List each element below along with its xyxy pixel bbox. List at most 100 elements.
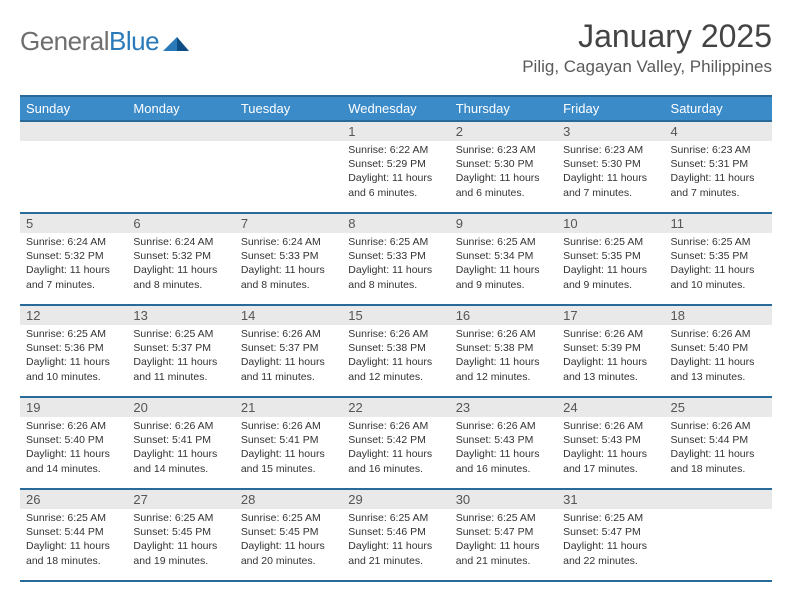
day-number: 24 bbox=[557, 398, 664, 417]
weekday-header: Thursday bbox=[450, 96, 557, 121]
day-number: 8 bbox=[342, 214, 449, 233]
sunrise-line: Sunrise: 6:22 AM bbox=[348, 143, 443, 157]
sunset-line: Sunset: 5:30 PM bbox=[563, 157, 658, 171]
day-content: Sunrise: 6:23 AMSunset: 5:31 PMDaylight:… bbox=[665, 141, 772, 204]
sunset-line: Sunset: 5:31 PM bbox=[671, 157, 766, 171]
daylight-line: Daylight: 11 hours and 19 minutes. bbox=[133, 539, 228, 567]
day-content: Sunrise: 6:26 AMSunset: 5:38 PMDaylight:… bbox=[342, 325, 449, 388]
daylight-line: Daylight: 11 hours and 22 minutes. bbox=[563, 539, 658, 567]
calendar-week-row: 5Sunrise: 6:24 AMSunset: 5:32 PMDaylight… bbox=[20, 213, 772, 305]
calendar-body: 1Sunrise: 6:22 AMSunset: 5:29 PMDaylight… bbox=[20, 121, 772, 581]
day-number: 26 bbox=[20, 490, 127, 509]
calendar-day-cell: 7Sunrise: 6:24 AMSunset: 5:33 PMDaylight… bbox=[235, 213, 342, 305]
sunset-line: Sunset: 5:46 PM bbox=[348, 525, 443, 539]
brand-name: GeneralBlue bbox=[20, 26, 159, 57]
calendar-day-cell: 9Sunrise: 6:25 AMSunset: 5:34 PMDaylight… bbox=[450, 213, 557, 305]
sunrise-line: Sunrise: 6:23 AM bbox=[671, 143, 766, 157]
day-number: 21 bbox=[235, 398, 342, 417]
day-content: Sunrise: 6:26 AMSunset: 5:40 PMDaylight:… bbox=[20, 417, 127, 480]
daylight-line: Daylight: 11 hours and 21 minutes. bbox=[348, 539, 443, 567]
sunrise-line: Sunrise: 6:25 AM bbox=[456, 235, 551, 249]
brand-mark-icon bbox=[163, 33, 189, 51]
sunset-line: Sunset: 5:36 PM bbox=[26, 341, 121, 355]
calendar-day-cell: 2Sunrise: 6:23 AMSunset: 5:30 PMDaylight… bbox=[450, 121, 557, 213]
calendar-day-cell: 4Sunrise: 6:23 AMSunset: 5:31 PMDaylight… bbox=[665, 121, 772, 213]
daylight-line: Daylight: 11 hours and 7 minutes. bbox=[671, 171, 766, 199]
weekday-header: Tuesday bbox=[235, 96, 342, 121]
daylight-line: Daylight: 11 hours and 20 minutes. bbox=[241, 539, 336, 567]
sunset-line: Sunset: 5:37 PM bbox=[241, 341, 336, 355]
daylight-line: Daylight: 11 hours and 13 minutes. bbox=[563, 355, 658, 383]
daylight-line: Daylight: 11 hours and 18 minutes. bbox=[26, 539, 121, 567]
weekday-header: Friday bbox=[557, 96, 664, 121]
brand-logo: GeneralBlue bbox=[20, 18, 189, 57]
day-content: Sunrise: 6:26 AMSunset: 5:37 PMDaylight:… bbox=[235, 325, 342, 388]
calendar-day-cell: 19Sunrise: 6:26 AMSunset: 5:40 PMDayligh… bbox=[20, 397, 127, 489]
sunset-line: Sunset: 5:47 PM bbox=[563, 525, 658, 539]
calendar-week-row: 12Sunrise: 6:25 AMSunset: 5:36 PMDayligh… bbox=[20, 305, 772, 397]
day-content: Sunrise: 6:26 AMSunset: 5:43 PMDaylight:… bbox=[450, 417, 557, 480]
day-number: 13 bbox=[127, 306, 234, 325]
calendar-head: Sunday Monday Tuesday Wednesday Thursday… bbox=[20, 96, 772, 121]
day-content: Sunrise: 6:25 AMSunset: 5:36 PMDaylight:… bbox=[20, 325, 127, 388]
sunset-line: Sunset: 5:39 PM bbox=[563, 341, 658, 355]
calendar-day-cell: 20Sunrise: 6:26 AMSunset: 5:41 PMDayligh… bbox=[127, 397, 234, 489]
sunrise-line: Sunrise: 6:25 AM bbox=[563, 235, 658, 249]
daylight-line: Daylight: 11 hours and 17 minutes. bbox=[563, 447, 658, 475]
day-number: 28 bbox=[235, 490, 342, 509]
daylight-line: Daylight: 11 hours and 10 minutes. bbox=[26, 355, 121, 383]
daylight-line: Daylight: 11 hours and 8 minutes. bbox=[348, 263, 443, 291]
calendar-page: GeneralBlue January 2025 Pilig, Cagayan … bbox=[0, 0, 792, 612]
sunrise-line: Sunrise: 6:25 AM bbox=[348, 511, 443, 525]
daylight-line: Daylight: 11 hours and 8 minutes. bbox=[133, 263, 228, 291]
day-number: 18 bbox=[665, 306, 772, 325]
sunrise-line: Sunrise: 6:26 AM bbox=[671, 327, 766, 341]
daylight-line: Daylight: 11 hours and 12 minutes. bbox=[348, 355, 443, 383]
day-number: 22 bbox=[342, 398, 449, 417]
day-content: Sunrise: 6:26 AMSunset: 5:40 PMDaylight:… bbox=[665, 325, 772, 388]
day-number-empty bbox=[127, 122, 234, 141]
sunrise-line: Sunrise: 6:26 AM bbox=[241, 419, 336, 433]
calendar-day-cell: 28Sunrise: 6:25 AMSunset: 5:45 PMDayligh… bbox=[235, 489, 342, 581]
sunrise-line: Sunrise: 6:26 AM bbox=[563, 327, 658, 341]
sunset-line: Sunset: 5:42 PM bbox=[348, 433, 443, 447]
day-content: Sunrise: 6:26 AMSunset: 5:39 PMDaylight:… bbox=[557, 325, 664, 388]
sunrise-line: Sunrise: 6:25 AM bbox=[563, 511, 658, 525]
sunrise-line: Sunrise: 6:24 AM bbox=[241, 235, 336, 249]
daylight-line: Daylight: 11 hours and 18 minutes. bbox=[671, 447, 766, 475]
calendar-day-cell: 30Sunrise: 6:25 AMSunset: 5:47 PMDayligh… bbox=[450, 489, 557, 581]
day-content: Sunrise: 6:23 AMSunset: 5:30 PMDaylight:… bbox=[450, 141, 557, 204]
day-content: Sunrise: 6:24 AMSunset: 5:32 PMDaylight:… bbox=[20, 233, 127, 296]
daylight-line: Daylight: 11 hours and 10 minutes. bbox=[671, 263, 766, 291]
calendar-day-cell: 5Sunrise: 6:24 AMSunset: 5:32 PMDaylight… bbox=[20, 213, 127, 305]
weekday-row: Sunday Monday Tuesday Wednesday Thursday… bbox=[20, 96, 772, 121]
brand-name-part2: Blue bbox=[109, 26, 159, 56]
daylight-line: Daylight: 11 hours and 7 minutes. bbox=[563, 171, 658, 199]
day-number: 9 bbox=[450, 214, 557, 233]
sunset-line: Sunset: 5:38 PM bbox=[456, 341, 551, 355]
daylight-line: Daylight: 11 hours and 16 minutes. bbox=[456, 447, 551, 475]
day-number: 23 bbox=[450, 398, 557, 417]
header: GeneralBlue January 2025 Pilig, Cagayan … bbox=[20, 18, 772, 77]
daylight-line: Daylight: 11 hours and 11 minutes. bbox=[133, 355, 228, 383]
day-content: Sunrise: 6:26 AMSunset: 5:38 PMDaylight:… bbox=[450, 325, 557, 388]
sunset-line: Sunset: 5:40 PM bbox=[671, 341, 766, 355]
calendar-day-cell: 27Sunrise: 6:25 AMSunset: 5:45 PMDayligh… bbox=[127, 489, 234, 581]
day-content: Sunrise: 6:25 AMSunset: 5:34 PMDaylight:… bbox=[450, 233, 557, 296]
title-block: January 2025 Pilig, Cagayan Valley, Phil… bbox=[522, 18, 772, 77]
daylight-line: Daylight: 11 hours and 16 minutes. bbox=[348, 447, 443, 475]
calendar-table: Sunday Monday Tuesday Wednesday Thursday… bbox=[20, 95, 772, 582]
daylight-line: Daylight: 11 hours and 13 minutes. bbox=[671, 355, 766, 383]
day-content: Sunrise: 6:25 AMSunset: 5:35 PMDaylight:… bbox=[665, 233, 772, 296]
sunrise-line: Sunrise: 6:25 AM bbox=[348, 235, 443, 249]
sunset-line: Sunset: 5:35 PM bbox=[563, 249, 658, 263]
sunrise-line: Sunrise: 6:25 AM bbox=[133, 511, 228, 525]
daylight-line: Daylight: 11 hours and 6 minutes. bbox=[456, 171, 551, 199]
sunset-line: Sunset: 5:44 PM bbox=[671, 433, 766, 447]
day-number: 16 bbox=[450, 306, 557, 325]
day-number: 7 bbox=[235, 214, 342, 233]
day-content: Sunrise: 6:25 AMSunset: 5:35 PMDaylight:… bbox=[557, 233, 664, 296]
daylight-line: Daylight: 11 hours and 14 minutes. bbox=[133, 447, 228, 475]
day-content: Sunrise: 6:26 AMSunset: 5:41 PMDaylight:… bbox=[127, 417, 234, 480]
calendar-day-cell: 24Sunrise: 6:26 AMSunset: 5:43 PMDayligh… bbox=[557, 397, 664, 489]
